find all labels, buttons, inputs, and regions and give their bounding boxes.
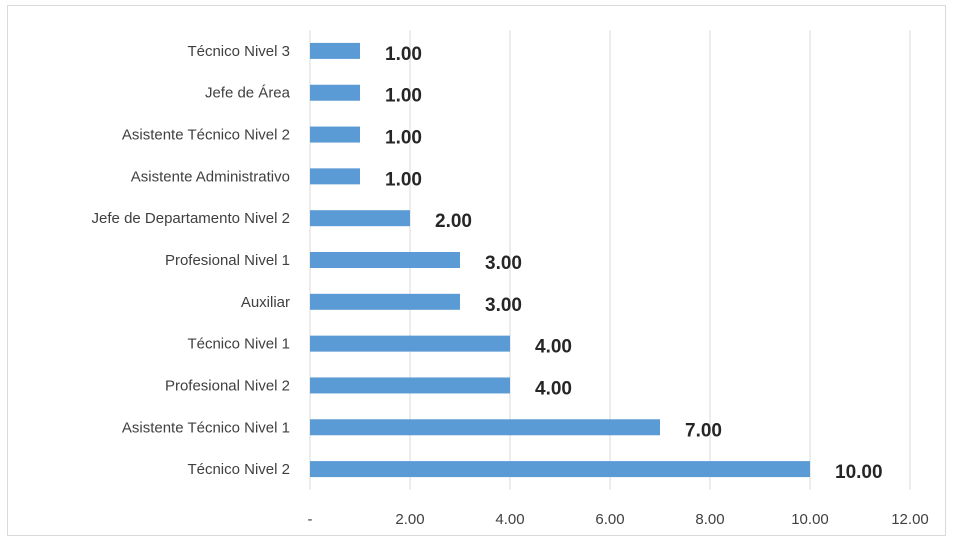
data-label: 1.00 bbox=[385, 86, 422, 107]
bar-layer bbox=[310, 42, 810, 478]
x-tick-label: - bbox=[308, 511, 313, 528]
category-label: Técnico Nivel 3 bbox=[187, 43, 290, 60]
category-label: Técnico Nivel 2 bbox=[187, 461, 290, 478]
bar bbox=[310, 42, 360, 59]
category-label: Auxiliar bbox=[241, 294, 290, 311]
chart-frame bbox=[7, 5, 946, 536]
category-label: Asistente Administrativo bbox=[131, 168, 290, 185]
bar bbox=[310, 419, 660, 436]
x-tick-label: 2.00 bbox=[395, 511, 424, 528]
category-label: Profesional Nivel 1 bbox=[165, 252, 290, 269]
data-label: 3.00 bbox=[485, 295, 522, 316]
category-label: Asistente Técnico Nivel 2 bbox=[122, 127, 290, 144]
category-label: Jefe de Departamento Nivel 2 bbox=[92, 210, 290, 227]
data-label: 2.00 bbox=[435, 211, 472, 232]
bar bbox=[310, 84, 360, 101]
x-tick-label: 12.00 bbox=[891, 511, 929, 528]
data-label: 7.00 bbox=[685, 420, 722, 441]
data-label: 1.00 bbox=[385, 44, 422, 65]
bar bbox=[310, 293, 460, 310]
category-label: Técnico Nivel 1 bbox=[187, 336, 290, 353]
grid-layer bbox=[309, 30, 911, 490]
data-label: 4.00 bbox=[535, 337, 572, 358]
category-label: Asistente Técnico Nivel 1 bbox=[122, 419, 290, 436]
bar bbox=[310, 335, 510, 352]
x-tick-label: 6.00 bbox=[595, 511, 624, 528]
data-label: 3.00 bbox=[485, 253, 522, 274]
bar bbox=[310, 210, 410, 227]
category-label: Profesional Nivel 2 bbox=[165, 377, 290, 394]
bar bbox=[310, 168, 360, 185]
x-tick-label: 8.00 bbox=[695, 511, 724, 528]
category-label: Jefe de Área bbox=[205, 85, 291, 102]
data-label: 4.00 bbox=[535, 378, 572, 399]
x-tick-label: 4.00 bbox=[495, 511, 524, 528]
data-label: 10.00 bbox=[835, 462, 883, 483]
data-label: 1.00 bbox=[385, 128, 422, 149]
bar bbox=[310, 252, 460, 268]
data-label: 1.00 bbox=[385, 169, 422, 190]
x-tick-label: 10.00 bbox=[791, 511, 829, 528]
bar bbox=[310, 461, 810, 478]
bar bbox=[310, 377, 510, 394]
label-layer: - 2.00 4.00 6.00 8.00 10.00 12.00 Técnico Nivel… bbox=[92, 43, 929, 528]
bar bbox=[310, 126, 360, 143]
